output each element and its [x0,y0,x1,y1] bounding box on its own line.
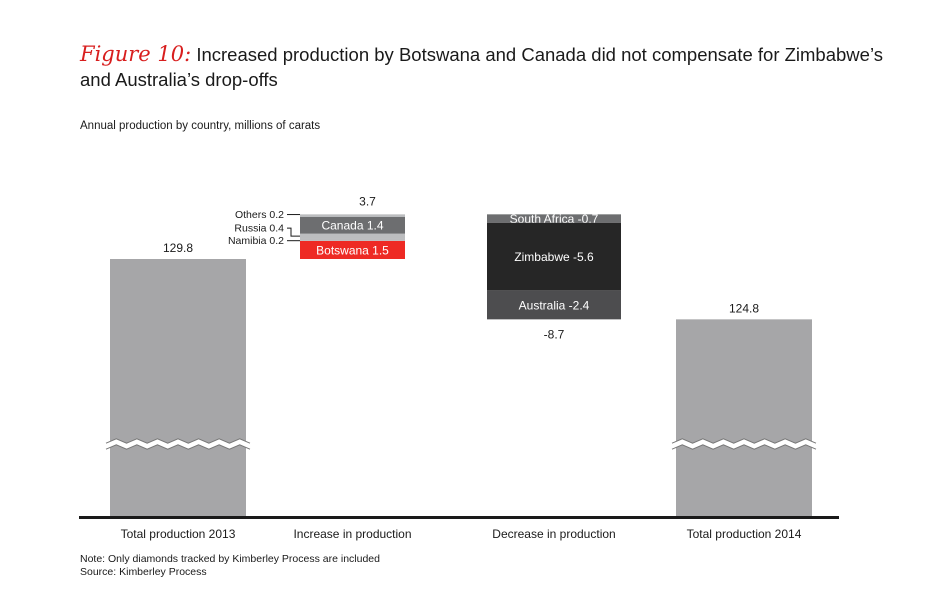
figure-label: Figure 10: [80,42,192,66]
bar-increase-russia [300,233,405,239]
axis-break-line-top-total-production-2014 [671,438,817,444]
bar-decrease-south-africa [487,214,621,223]
segment-label-russia: Russia 0.4 [234,223,284,235]
bar-increase-namibia [300,238,405,241]
data-label-total-production-2013: 129.8 [163,241,193,255]
x-tick-label-decrease-in-production: Decrease in production [492,527,615,541]
segment-label-australia: Australia -2.4 [519,298,590,312]
segment-label-others: Others 0.2 [235,209,284,221]
axis-break-line-bottom-total-production-2013 [105,444,251,450]
chart-subtitle: Annual production by country, millions o… [80,120,321,132]
chart-title: Figure 10: Increased production by Botsw… [80,42,930,92]
axis-break-line-bottom-total-production-2014 [671,444,817,450]
data-label-decrease-total: -8.7 [544,327,565,341]
x-tick-label-increase-in-production: Increase in production [293,527,411,541]
bar-increase-botswana [300,240,405,259]
note-text: Note: Only diamonds tracked by Kimberley… [80,553,380,565]
segment-label-zimbabwe: Zimbabwe -5.6 [514,250,594,264]
footnote: Note: Only diamonds tracked by Kimberley… [80,553,380,579]
bar-total-production-2014 [676,319,812,516]
bar-decrease-zimbabwe [487,222,621,291]
bar-decrease-australia [487,290,621,320]
x-tick-label-total-production-2013: Total production 2013 [121,527,236,541]
leader-line-russia [287,227,300,237]
segment-label-canada: Canada 1.4 [321,219,383,233]
bar-total-production-2013 [110,259,246,516]
bar-increase-canada [300,216,405,234]
title-line-2: and Australia’s drop-offs [80,69,278,90]
data-label-increase-total: 3.7 [359,194,376,208]
segment-label-south-africa: South Africa -0.7 [510,212,599,226]
x-tick-label-total-production-2014: Total production 2014 [687,527,802,541]
data-label-total-production-2014: 124.8 [729,301,759,315]
source-text: Source: Kimberley Process [80,566,207,578]
segment-label-botswana: Botswana 1.5 [316,243,389,257]
bar-increase-others [300,214,405,217]
x-axis-baseline [79,516,839,519]
title-line-1: Increased production by Botswana and Can… [196,44,883,65]
segment-label-namibia: Namibia 0.2 [228,235,284,247]
axis-break-line-top-total-production-2013 [105,438,251,444]
